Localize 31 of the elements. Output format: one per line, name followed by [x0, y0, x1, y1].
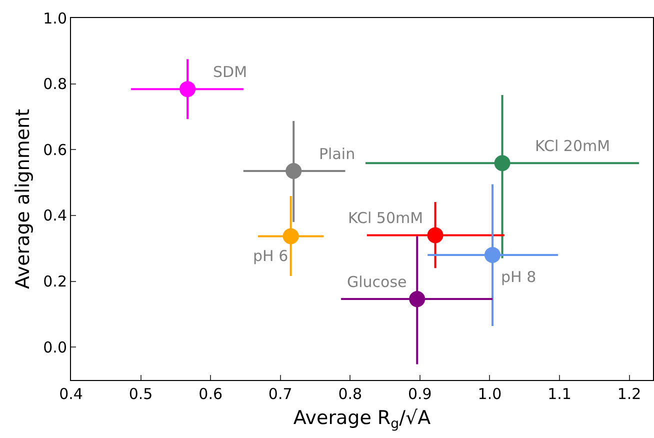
y-tick-label: 0.6: [43, 140, 67, 159]
point: [409, 291, 426, 308]
annotation: pH 8: [501, 268, 536, 286]
annotation: SDM: [213, 63, 248, 81]
point: [484, 246, 500, 263]
x-axis-title: Average R$_{g}$/√A: [293, 406, 431, 432]
x-tick-label: 1.2: [617, 385, 642, 403]
x-tick-label: 1.0: [478, 385, 502, 403]
y-tick-label: 0.8: [43, 75, 67, 94]
annotation: KCl 20mM: [535, 137, 610, 155]
x-tick-label: 0.6: [198, 385, 222, 403]
point: [494, 155, 510, 172]
y-axis-title: Average alignment: [12, 108, 34, 290]
y-tick-label: 0.4: [43, 206, 67, 225]
annotation: Plain: [319, 145, 356, 163]
y-tick-label: 0.0: [43, 338, 67, 356]
x-tick-label: 0.4: [59, 385, 83, 403]
y-tick-label: 1.0: [43, 9, 67, 28]
y-tick-label: 0.2: [43, 272, 67, 291]
x-tick-label: 0.5: [128, 385, 153, 403]
x-tick-label: 1.1: [548, 385, 572, 403]
x-tick-label: 0.9: [408, 385, 432, 403]
point: [282, 228, 299, 244]
point: [286, 163, 302, 180]
x-tick-label: 0.8: [338, 385, 362, 403]
point: [180, 81, 196, 98]
annotation: KCl 50mM: [348, 209, 424, 227]
x-tick-label: 0.7: [268, 385, 292, 403]
annotation: pH 6: [253, 247, 288, 265]
point: [427, 227, 444, 244]
annotation: Glucose: [347, 273, 407, 291]
